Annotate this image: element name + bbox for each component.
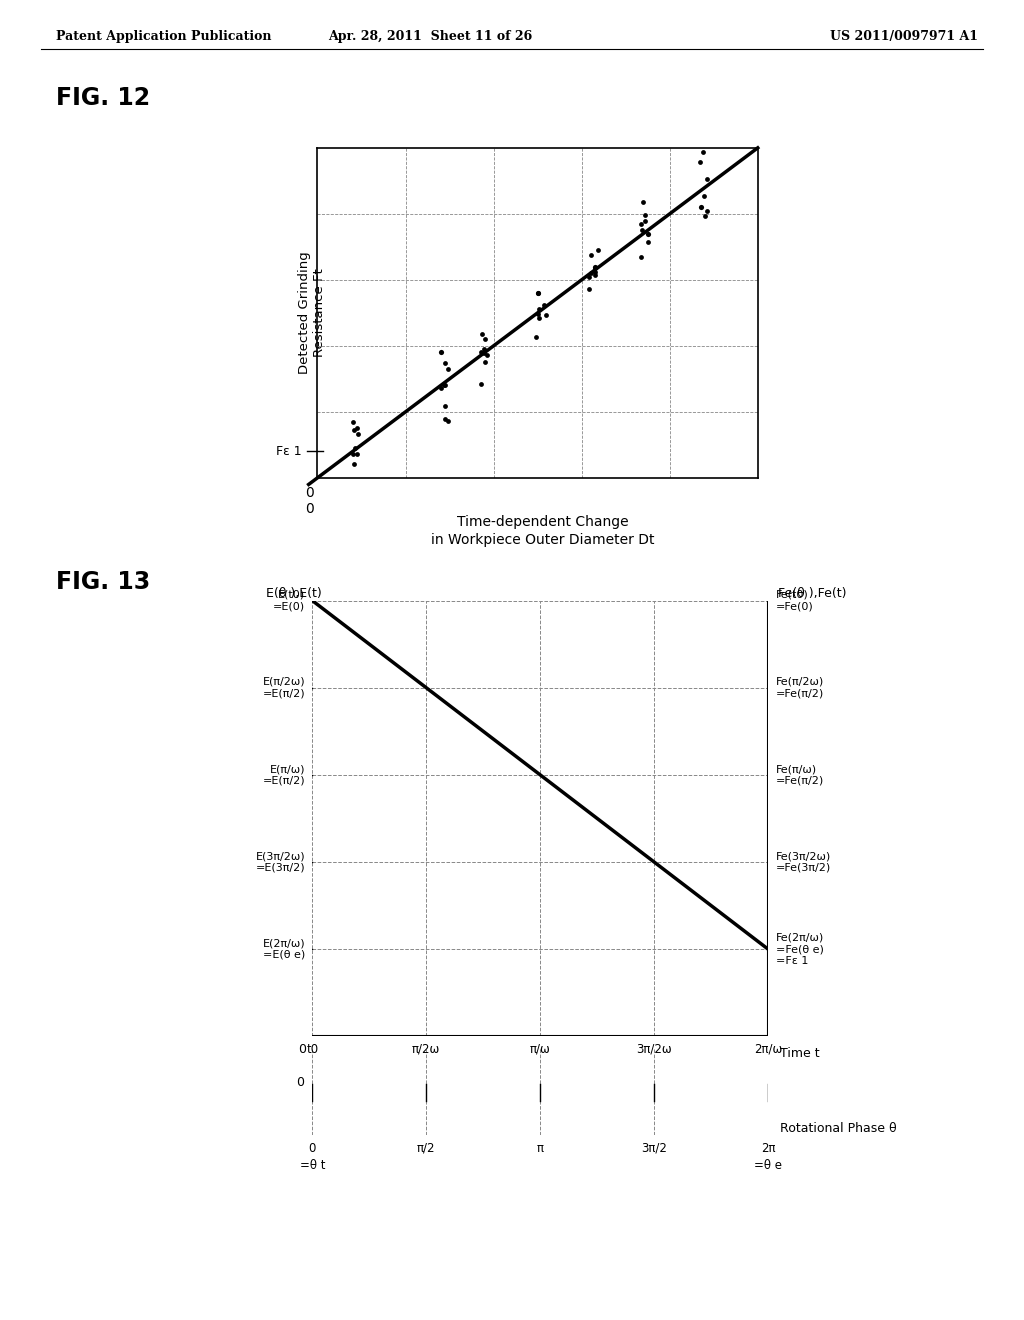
Text: E(θ ),E(t): E(θ ),E(t) [266,587,322,601]
Point [583,244,599,265]
Text: Fe(θ ),Fe(t): Fe(θ ),Fe(t) [778,587,847,601]
Point [635,191,651,213]
Point [633,246,649,267]
Point [537,294,553,315]
Point [346,437,362,458]
Point [587,264,603,285]
Text: 2π: 2π [761,1142,775,1155]
Point [437,375,454,396]
Point [581,267,597,288]
Point [433,378,450,399]
Point [583,263,599,284]
Text: 3π/2: 3π/2 [641,1142,667,1155]
Point [529,282,546,304]
Text: 0: 0 [296,1076,304,1089]
Point [348,417,365,438]
Text: Fe(3π/2ω)
=Fe(3π/2): Fe(3π/2ω) =Fe(3π/2) [776,851,831,873]
Point [530,298,547,319]
Point [637,210,653,231]
Text: 3π/2ω: 3π/2ω [636,1043,672,1056]
Text: FIG. 12: FIG. 12 [56,86,151,110]
Text: Fe(2π/ω)
=Fe(θ e)
=Fε 1: Fe(2π/ω) =Fe(θ e) =Fε 1 [776,932,824,966]
Y-axis label: Detected Grinding
Resistance Ft: Detected Grinding Resistance Ft [298,252,326,374]
Point [587,257,603,279]
Point [432,342,449,363]
Point [437,395,454,416]
Point [530,304,547,325]
Text: Time-dependent Change: Time-dependent Change [457,515,629,529]
Text: Fε 1: Fε 1 [276,445,302,458]
Text: Fe(π/2ω)
=Fe(π/2): Fe(π/2ω) =Fe(π/2) [776,677,824,698]
Point [349,444,366,465]
Point [476,329,493,350]
Point [475,342,492,363]
Text: 0: 0 [305,486,313,500]
Text: π/2: π/2 [417,1142,435,1155]
Text: Rotational Phase θ: Rotational Phase θ [780,1122,897,1135]
Text: 0: 0 [298,1043,306,1056]
Point [699,169,716,190]
Text: π: π [537,1142,544,1155]
Point [695,141,712,162]
Text: US 2011/0097971 A1: US 2011/0097971 A1 [829,30,978,44]
Point [346,420,362,441]
Point [530,308,547,329]
Point [590,239,606,260]
Text: E(2π/ω)
=E(θ e): E(2π/ω) =E(θ e) [262,939,305,960]
Point [538,305,554,326]
Point [437,409,454,430]
Point [473,342,489,363]
Point [529,282,546,304]
Text: E(π/2ω)
=E(π/2): E(π/2ω) =E(π/2) [262,677,305,698]
Text: E(3π/2ω)
=E(3π/2): E(3π/2ω) =E(3π/2) [256,851,305,873]
Text: E(t0)
=E(0): E(t0) =E(0) [273,590,305,611]
Point [440,411,457,432]
Text: 0: 0 [305,502,313,516]
Point [473,374,489,395]
Point [350,424,367,445]
Point [587,261,603,282]
Point [477,352,494,374]
Point [436,374,453,395]
Point [633,214,649,235]
Text: t0: t0 [306,1043,318,1056]
Point [640,231,656,252]
Text: π/2ω: π/2ω [412,1043,440,1056]
Point [698,201,715,222]
Point [692,197,709,218]
Point [639,223,656,244]
Text: 2π/ω: 2π/ω [754,1043,782,1056]
Point [587,256,603,277]
Text: =θ t: =θ t [300,1159,325,1172]
Point [345,411,361,432]
Text: π/ω: π/ω [529,1043,551,1056]
Point [637,205,653,226]
Point [345,444,361,465]
Text: Time t: Time t [780,1047,820,1060]
Text: FIG. 13: FIG. 13 [56,570,151,594]
Point [475,338,492,359]
Text: E(π/ω)
=E(π/2): E(π/ω) =E(π/2) [262,764,305,785]
Point [697,206,714,227]
Point [692,152,709,173]
Point [439,359,456,380]
Point [696,185,713,206]
Point [436,352,453,374]
Text: Patent Application Publication: Patent Application Publication [56,30,271,44]
Point [474,323,490,345]
Point [527,326,544,347]
Point [478,345,495,366]
Text: 0: 0 [308,1142,316,1155]
Text: Fe(t0)
=Fe(0): Fe(t0) =Fe(0) [776,590,814,611]
Text: Apr. 28, 2011  Sheet 11 of 26: Apr. 28, 2011 Sheet 11 of 26 [328,30,532,44]
Text: in Workpiece Outer Diameter Dt: in Workpiece Outer Diameter Dt [431,533,654,548]
Point [581,279,597,300]
Point [346,454,362,475]
Text: =θ e: =θ e [754,1159,782,1172]
Text: Fe(π/ω)
=Fe(π/2): Fe(π/ω) =Fe(π/2) [776,764,824,785]
Point [634,219,650,240]
